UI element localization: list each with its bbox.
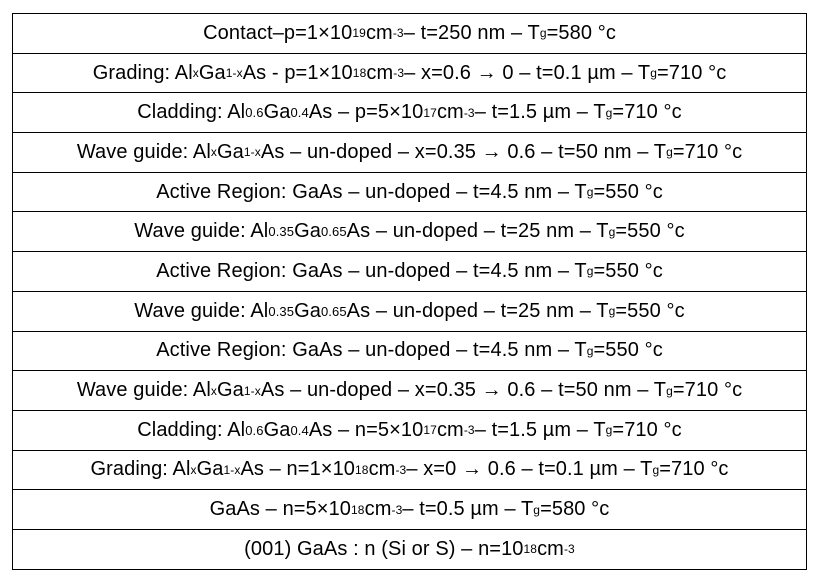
layer-text: =550 °c	[615, 220, 685, 243]
layer-row: (001) GaAs : n (Si or S) – n=10 18 cm -3	[13, 530, 806, 570]
layer-text: Cladding: Al	[137, 101, 246, 124]
layer-text: Wave guide: Al	[76, 140, 211, 163]
subscript: 0.35	[268, 303, 295, 319]
subscript: 0.4	[290, 422, 309, 438]
layer-text: =710 °c	[612, 418, 682, 441]
layer-text: =580 °c	[546, 21, 616, 44]
layer-text: cm	[537, 537, 564, 560]
layer-text: Active Region: GaAs – un-doped – t=4.5 n…	[156, 180, 587, 203]
layer-text: – t=0.5 µm – T	[402, 498, 534, 521]
layer-text: Ga	[294, 299, 321, 322]
layer-text: cm	[365, 21, 393, 44]
layer-row: Grading: Al x Ga 1-x As - p=1×10 18 cm -3 – x=…	[13, 54, 806, 94]
layer-text: As – un-doped – t=25 nm – T	[346, 299, 609, 322]
layer-text: Grading: Al	[90, 458, 191, 481]
subscript: 0.6	[245, 422, 264, 438]
layer-text: =580 °c	[540, 498, 610, 521]
layer-row: Wave guide: Al 0.35 Ga 0.65 As – un-doped – …	[13, 292, 806, 332]
layer-text: – t=1.5 µm – T	[474, 101, 606, 124]
layer-text: Active Region: GaAs – un-doped – t=4.5 n…	[156, 259, 587, 282]
layer-text: – x=0 → 0.6 – t=0.1 µm – T	[406, 458, 653, 481]
layer-text: GaAs – n=5×10	[209, 498, 352, 521]
layer-text: – x=0.6 → 0 – t=0.1 µm – T	[404, 61, 651, 84]
layer-text: – t=1.5 µm – T	[474, 418, 606, 441]
layer-text: =550 °c	[593, 339, 663, 362]
layer-text: As - p=1×10	[242, 61, 353, 84]
layer-text: (001) GaAs : n (Si or S) – n=10	[244, 537, 524, 560]
subscript: 0.6	[245, 105, 264, 121]
subscript: 0.4	[290, 105, 309, 121]
layer-text: Wave guide: Al	[134, 220, 269, 243]
layer-text: Ga	[263, 418, 291, 441]
layer-text: Active Region: GaAs – un-doped – t=4.5 n…	[156, 339, 587, 362]
layer-row: Cladding: Al 0.6 Ga 0.4 As – n=5×10 17 cm -3 –…	[13, 411, 806, 451]
layer-text: cm	[368, 458, 396, 481]
layer-text: Wave guide: Al	[134, 299, 269, 322]
layer-text: Ga	[217, 140, 244, 163]
layer-text: cm	[436, 101, 464, 124]
layer-text: As – un-doped – x=0.35 → 0.6 – t=50 nm –…	[260, 140, 667, 163]
layer-text: Ga	[217, 379, 244, 402]
layer-text: cm	[366, 61, 394, 84]
layer-text: =550 °c	[593, 180, 663, 203]
layer-text: Ga	[198, 61, 226, 84]
layer-row: Grading: Al x Ga 1-x As – n=1×10 18 cm -3 – x=…	[13, 451, 806, 491]
subscript: 0.65	[320, 303, 347, 319]
layer-row: Wave guide: Al x Ga 1-x As – un-doped – x=0.…	[13, 371, 806, 411]
layer-text: Wave guide: Al	[76, 379, 211, 402]
layer-text: As – un-doped – x=0.35 → 0.6 – t=50 nm –…	[260, 379, 667, 402]
layer-row: Active Region: GaAs – un-doped – t=4.5 n…	[13, 252, 806, 292]
layer-row: Wave guide: Al x Ga 1-x As – un-doped – x=0.…	[13, 133, 806, 173]
layer-text: Contact–p=1×10	[203, 21, 353, 44]
layer-text: =550 °c	[593, 259, 663, 282]
layer-row: Active Region: GaAs – un-doped – t=4.5 n…	[13, 332, 806, 372]
subscript: 0.65	[320, 224, 347, 240]
layer-text: =550 °c	[615, 299, 685, 322]
layer-text: =710 °c	[672, 379, 743, 402]
layer-row: Active Region: GaAs – un-doped – t=4.5 n…	[13, 173, 806, 213]
layer-row: Wave guide: Al 0.35 Ga 0.65 As – un-doped – …	[13, 212, 806, 253]
layer-text: As – p=5×10	[308, 101, 424, 124]
layer-text: As – n=5×10	[308, 418, 424, 441]
subscript: 0.35	[268, 224, 295, 240]
layer-text: cm	[436, 418, 464, 441]
layer-text: =710 °c	[612, 101, 682, 124]
layer-text: As – n=1×10	[240, 458, 356, 481]
layer-text: – t=250 nm – T	[403, 21, 540, 44]
layer-text: Grading: Al	[92, 61, 193, 84]
layer-text: Cladding: Al	[137, 418, 246, 441]
layer-row: Cladding: Al 0.6 Ga 0.4 As – p=5×10 17 cm -3 –…	[13, 93, 806, 134]
layer-text: =710 °c	[657, 61, 727, 84]
layer-text: Ga	[294, 220, 321, 243]
layer-text: =710 °c	[672, 140, 743, 163]
layer-text: As – un-doped – t=25 nm – T	[346, 220, 609, 243]
layer-text: cm	[364, 498, 392, 521]
layer-text: Ga	[196, 458, 224, 481]
layer-text: =710 °c	[659, 458, 729, 481]
layer-text: Ga	[263, 101, 291, 124]
